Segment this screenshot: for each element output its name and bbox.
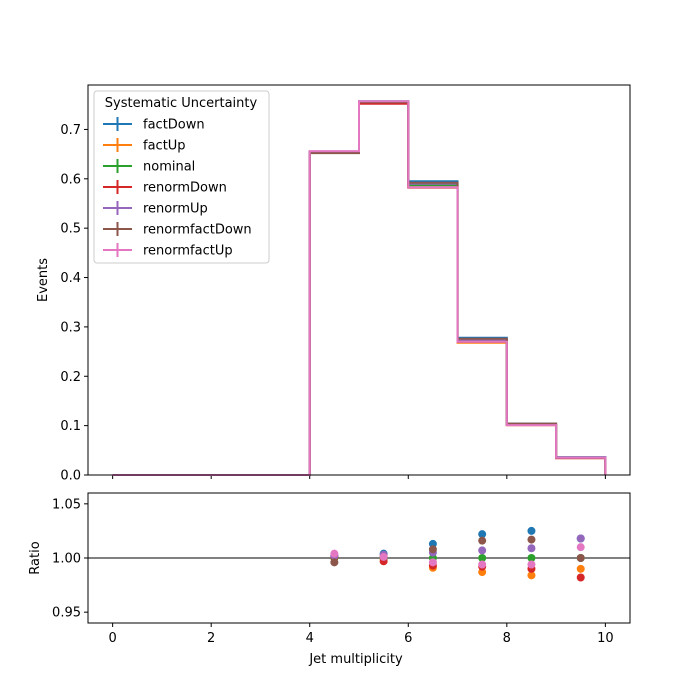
x-tick-label: 4 xyxy=(306,631,314,646)
x-tick-label: 0 xyxy=(108,631,116,646)
ratio-point-renormfactUp xyxy=(379,552,388,561)
top-y-tick-label: 0.4 xyxy=(60,271,81,286)
bottom-panel: 0.95 1.00 1.05 0 2 4 6 8 10 Ratio Jet multiplici… xyxy=(28,492,631,667)
ratio-point-renormfactDown xyxy=(527,535,536,544)
top-y-tick-label: 0.2 xyxy=(60,370,81,385)
top-axes-ticks: 0.0 0.1 0.2 0.3 0.4 0.5 0.6 0.7 xyxy=(60,123,606,484)
top-y-tick-label: 0.1 xyxy=(60,419,81,434)
ratio-point-renormfactDown xyxy=(428,545,437,554)
legend: Systematic Uncertainty factDown factUp nom… xyxy=(93,90,270,264)
top-y-axis-label: Events xyxy=(36,258,51,302)
ratio-point-renormUp xyxy=(576,534,585,543)
bottom-axes-ticks: 0.95 1.00 1.05 0 2 4 6 8 10 xyxy=(52,497,614,646)
ratio-point-factDown xyxy=(527,526,536,535)
ratio-point-renormUp xyxy=(478,546,487,555)
legend-entry-renormUp: renormUp xyxy=(103,201,208,217)
ratio-point-renormUp xyxy=(527,544,536,553)
bottom-y-tick-label: 1.00 xyxy=(52,552,81,567)
legend-entry-renormDown: renormDown xyxy=(103,180,227,196)
legend-label-renormDown: renormDown xyxy=(143,181,227,196)
ratio-point-renormfactUp xyxy=(478,560,487,569)
ratio-point-nominal xyxy=(527,554,536,562)
legend-label-renormfactDown: renormfactDown xyxy=(143,223,252,238)
legend-label-nominal: nominal xyxy=(143,160,195,175)
ratio-point-renormfactUp xyxy=(428,558,437,567)
top-y-tick-label: 0.5 xyxy=(60,222,81,237)
legend-entry-factDown: factDown xyxy=(103,117,205,133)
x-tick-label: 6 xyxy=(404,631,412,646)
x-axis-label: Jet multiplicity xyxy=(308,652,403,667)
top-y-tick-label: 0.7 xyxy=(60,123,81,138)
ratio-point-renormfactUp xyxy=(576,543,585,552)
legend-title: Systematic Uncertainty xyxy=(105,96,258,111)
ratio-point-nominal xyxy=(478,554,487,562)
ratio-point-renormDown xyxy=(576,573,585,582)
ratio-point-factUp xyxy=(576,564,585,573)
legend-label-factUp: factUp xyxy=(143,139,186,154)
legend-entry-nominal: nominal xyxy=(103,159,195,175)
legend-box xyxy=(93,90,270,264)
top-panel: 0.0 0.1 0.2 0.3 0.4 0.5 0.6 0.7 Events Systemat… xyxy=(36,84,631,484)
top-axes-frame xyxy=(87,84,631,476)
ratio-point-renormfactDown xyxy=(576,554,585,562)
bottom-y-tick-label: 1.05 xyxy=(52,497,81,512)
x-tick-label: 2 xyxy=(207,631,215,646)
x-tick-label: 8 xyxy=(503,631,511,646)
legend-entry-renormfactDown: renormfactDown xyxy=(103,222,252,238)
bottom-axes-frame xyxy=(87,492,631,624)
legend-entry-renormfactUp: renormfactUp xyxy=(103,243,233,259)
bottom-y-tick-label: 0.95 xyxy=(52,606,81,621)
ratio-point-renormfactUp xyxy=(330,549,339,558)
legend-label-renormfactUp: renormfactUp xyxy=(143,244,233,259)
legend-entries: factDown factUp nominal renormDown renormUp r… xyxy=(103,117,252,259)
ratio-point-renormfactDown xyxy=(478,536,487,545)
ratio-point-renormfactDown xyxy=(330,558,339,567)
x-tick-label: 10 xyxy=(597,631,614,646)
legend-entry-factUp: factUp xyxy=(103,138,186,154)
ratio-point-renormfactUp xyxy=(527,560,536,569)
legend-label-factDown: factDown xyxy=(143,118,205,133)
top-y-tick-label: 0.0 xyxy=(60,469,81,484)
ratio-points xyxy=(330,526,585,582)
top-y-tick-label: 0.3 xyxy=(60,320,81,335)
ratio-point-factDown xyxy=(478,530,487,539)
ratio-point-factUp xyxy=(527,571,536,580)
legend-label-renormUp: renormUp xyxy=(143,202,208,217)
bottom-y-axis-label: Ratio xyxy=(28,541,43,574)
top-y-tick-label: 0.6 xyxy=(60,172,81,187)
